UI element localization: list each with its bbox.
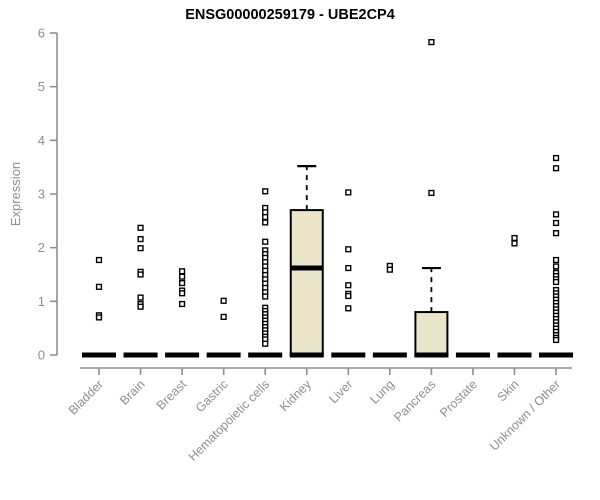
zero-median-bar [123,352,158,358]
outlier-point [137,245,144,252]
outlier-point [428,189,435,197]
x-category-label: Brain [117,377,148,408]
outlier-point [178,290,186,297]
x-category-label: Unknown / Other [487,377,563,453]
outlier-point [178,268,186,275]
outlier-point [345,282,352,289]
x-category-label: Prostate [437,377,480,420]
outlier-point [262,238,269,245]
y-tick-label: 4 [38,133,45,148]
outlier-point [511,240,518,247]
x-category-label: Kidney [277,377,314,414]
x-category-label: Liver [326,377,355,406]
y-tick-label: 2 [38,240,45,255]
y-tick-label: 5 [38,79,45,94]
x-category-label: Bladder [66,377,106,417]
outlier-point [511,234,518,242]
x-category-label: Pancreas [391,377,438,424]
chart-title: ENSG00000259179 - UBE2CP4 [185,7,395,23]
outlier-point [552,263,560,270]
outlier-point [552,165,560,172]
outlier-point [262,188,269,195]
y-tick-label: 6 [38,26,45,41]
outlier-point [178,273,186,280]
zero-median-bar [82,352,116,358]
outlier-point [345,246,352,253]
x-category-label: Gastric [193,377,231,415]
outlier-point [137,294,144,301]
outlier-point [345,264,352,272]
outlier-point [552,256,560,264]
outlier-point [345,292,352,300]
y-axis-label: Expression [8,162,23,226]
outlier-point [552,336,560,344]
outlier-point [137,303,144,310]
outlier-point [386,266,393,273]
zero-median-bar [539,352,574,358]
outlier-point [137,224,144,231]
zero-median-bar [497,352,532,358]
x-category-label: Breast [154,377,190,413]
outlier-point [137,235,144,243]
x-category-label: Lung [367,377,397,407]
outlier-point [345,305,352,312]
x-category-label: Skin [495,377,522,404]
zero-median-bar [165,352,200,358]
outlier-point [95,256,103,264]
x-category-label: Hematopoietic cells [186,377,273,464]
iqr-box [289,209,324,356]
y-tick-label: 3 [38,187,45,202]
outlier-point [95,283,103,290]
outlier-point [137,271,144,278]
zero-median-bar [331,352,366,358]
zero-median-bar [289,352,324,358]
iqr-box [414,311,449,357]
outlier-point [428,39,435,46]
zero-median-bar [206,352,241,358]
zero-median-bar [455,352,490,358]
outlier-point [552,211,560,218]
outlier-point [220,313,227,320]
boxplot-marks [82,39,574,358]
y-tick-label: 1 [38,294,45,309]
outlier-point [552,230,560,237]
outlier-point [262,293,269,300]
zero-median-bar [248,352,283,358]
y-tick-label: 0 [38,348,45,363]
outlier-point [220,297,227,304]
outlier-point [178,300,186,308]
outlier-point [552,278,560,286]
outlier-point [345,189,352,196]
outlier-point [262,340,269,347]
zero-median-bar [414,352,449,358]
outlier-point [95,314,103,321]
zero-median-bar [372,352,407,358]
outlier-point [552,219,560,227]
outlier-point [262,213,269,221]
outlier-point [262,219,269,226]
outlier-point [552,154,560,162]
outlier-point [178,279,186,287]
outlier-point [262,209,269,216]
